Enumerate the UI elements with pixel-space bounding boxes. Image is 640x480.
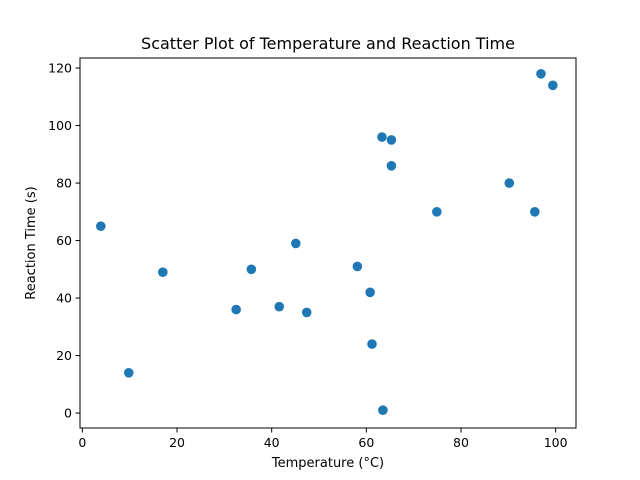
data-point xyxy=(377,132,387,142)
y-tick-label: 120 xyxy=(48,61,72,76)
data-point xyxy=(548,80,558,91)
data-point xyxy=(432,207,442,217)
data-point xyxy=(530,207,540,217)
data-point xyxy=(231,304,241,315)
data-point xyxy=(158,267,168,277)
y-tick-label: 0 xyxy=(64,406,72,421)
data-point xyxy=(246,264,257,275)
x-tick-label: 0 xyxy=(78,435,86,450)
data-point xyxy=(274,301,285,312)
data-point xyxy=(536,69,546,79)
data-point xyxy=(504,178,515,188)
x-axis-title: Temperature (°C) xyxy=(271,456,384,471)
y-tick-label: 60 xyxy=(56,233,72,248)
y-axis: 0 20 40 60 80 100 120 xyxy=(48,61,80,421)
x-tick-label: 100 xyxy=(544,435,568,450)
data-point xyxy=(365,287,375,298)
x-tick-label: 60 xyxy=(358,435,374,450)
data-point xyxy=(96,221,106,231)
chart-title: Scatter Plot of Temperature and Reaction… xyxy=(141,34,515,53)
y-tick-label: 20 xyxy=(56,348,72,363)
data-point xyxy=(386,135,397,145)
data-point xyxy=(301,307,312,318)
data-point xyxy=(367,339,377,349)
data-point xyxy=(291,238,301,249)
y-tick-label: 80 xyxy=(56,176,72,191)
data-point xyxy=(352,261,363,272)
plot-frame xyxy=(79,57,577,429)
x-tick-label: 20 xyxy=(169,435,185,450)
x-tick-label: 80 xyxy=(453,435,469,450)
y-tick-label: 40 xyxy=(56,291,72,306)
y-axis-title: Reaction Time (s) xyxy=(24,186,39,299)
data-point xyxy=(378,405,388,415)
x-axis: 0 20 40 60 80 100 xyxy=(78,428,568,450)
x-tick-label: 40 xyxy=(264,435,280,450)
y-tick-label: 100 xyxy=(48,118,72,133)
data-points xyxy=(96,69,558,415)
plot-area xyxy=(79,57,577,429)
data-point xyxy=(123,368,134,378)
data-point xyxy=(386,161,397,171)
